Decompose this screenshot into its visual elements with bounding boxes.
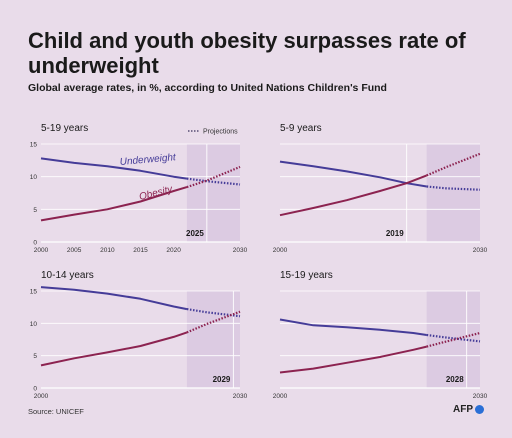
x-tick-label: 2000 (34, 393, 49, 400)
panel-title: 5-9 years (280, 123, 322, 134)
obesity-line (279, 174, 428, 217)
chart-subtitle: Global average rates, in %, according to… (28, 82, 387, 94)
x-tick-label: 2015 (133, 247, 148, 254)
underweight-line (40, 157, 188, 180)
chart-title: Child and youth obesity surpasses rate o… (28, 28, 466, 78)
x-tick-label: 2010 (100, 247, 115, 254)
underweight-projection-line (186, 308, 241, 318)
x-tick-label: 2020 (166, 247, 181, 254)
x-tick-label: 2030 (473, 247, 488, 254)
panel-1: 5-19 years 0 5 10 15 2000 2005 2010 2015 2020 2030… (30, 123, 248, 254)
obesity-projection-line (426, 152, 481, 177)
crossover-year: 2028 (446, 375, 464, 384)
y-tick-label: 10 (30, 321, 38, 328)
projection-band (426, 291, 480, 388)
projection-band (186, 291, 240, 388)
panel-title: 5-19 years (41, 123, 88, 134)
y-tick-label: 5 (33, 207, 37, 214)
underweight-line (279, 318, 427, 336)
y-tick-label: 15 (30, 142, 38, 149)
underweight-projection-line (426, 185, 481, 191)
underweight-line (40, 286, 188, 311)
logo-dot-icon (475, 405, 484, 414)
obesity-projection-line (426, 331, 481, 348)
panel-title: 15-19 years (280, 270, 333, 281)
obesity-label: Obesity (138, 184, 175, 203)
x-tick-label: 2005 (67, 247, 82, 254)
y-tick-label: 5 (33, 353, 37, 360)
y-tick-label: 10 (30, 174, 38, 181)
projection-band (186, 144, 240, 242)
obesity-line (40, 186, 188, 222)
panel-title: 10-14 years (41, 270, 94, 281)
x-tick-label: 2030 (233, 247, 248, 254)
obesity-projection-line (186, 310, 241, 334)
underweight-line (279, 160, 427, 188)
underweight-label: Underweight (119, 152, 177, 168)
projection-band (426, 144, 480, 242)
x-tick-label: 2030 (473, 393, 488, 400)
obesity-line (40, 331, 188, 367)
projections-legend: Projections (188, 129, 238, 136)
y-tick-label: 15 (30, 289, 38, 296)
x-tick-label: 2030 (233, 393, 248, 400)
afp-logo: AFP (453, 404, 484, 415)
underweight-projection-line (186, 177, 241, 186)
underweight-projection-line (426, 333, 481, 343)
panel-2: 5-9 years 2000 2030 2019 (273, 123, 488, 254)
x-tick-label: 2000 (34, 247, 49, 254)
x-tick-label: 2000 (273, 393, 288, 400)
projections-legend-label: Projections (203, 129, 238, 136)
source-note: Source: UNICEF (28, 407, 84, 416)
y-tick-label: 0 (33, 386, 37, 393)
y-tick-label: 0 (33, 240, 37, 247)
obesity-line (279, 345, 427, 374)
obesity-projection-line (186, 165, 241, 189)
crossover-year: 2029 (213, 375, 231, 384)
x-tick-label: 2000 (273, 247, 288, 254)
crossover-year: 2019 (386, 229, 404, 238)
crossover-year: 2025 (186, 229, 204, 238)
panel-4: 15-19 years 2000 2030 2028 (273, 270, 488, 400)
afp-logo-text: AFP (453, 404, 473, 415)
panel-3: 10-14 years 0 5 10 15 2000 2030 2029 (30, 270, 248, 400)
